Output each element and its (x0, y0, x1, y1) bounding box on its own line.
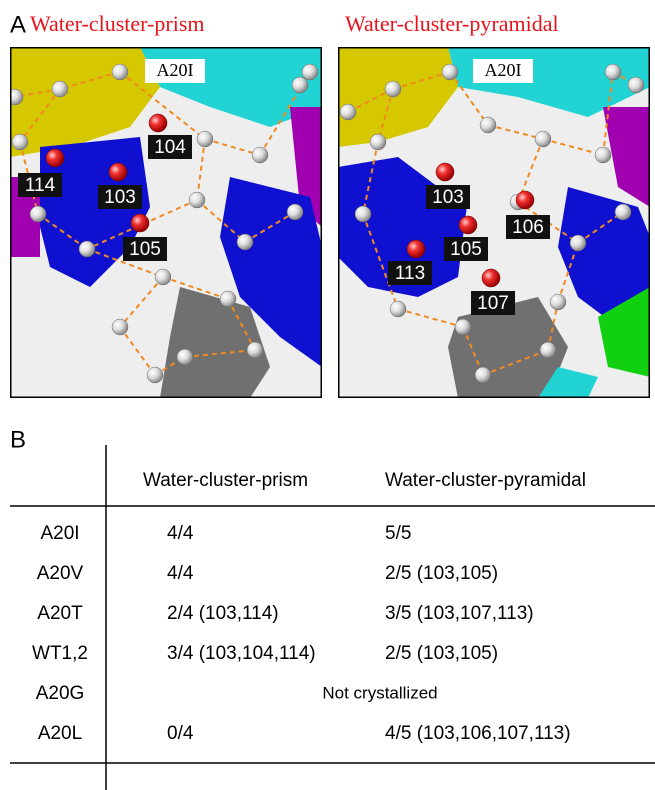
water-molecule (79, 241, 95, 257)
key-water (436, 163, 454, 181)
table-cell: 2/5 (103,105) (385, 563, 498, 584)
column-header: Water-cluster-pyramidal (385, 470, 586, 491)
water-molecule (52, 81, 68, 97)
key-water (482, 269, 500, 287)
tag: A20I (485, 60, 522, 80)
row-header: A20G (36, 683, 85, 704)
water-molecule (455, 319, 471, 335)
table-cell: 4/5 (103,106,107,113) (385, 723, 571, 744)
water-molecule (340, 104, 356, 120)
water-molecule (147, 367, 163, 383)
water-molecule (550, 294, 566, 310)
panel-label: B (10, 426, 26, 453)
table-cell: 0/4 (167, 723, 194, 744)
water-molecule (155, 269, 171, 285)
figure: A Water-cluster-prism Water-cluster-pyra… (0, 0, 655, 790)
table-cell: 3/4 (103,104,114) (167, 643, 316, 664)
water-molecule (220, 291, 236, 307)
structure-image: 103 106 105 113 107 A20I (338, 47, 650, 398)
column-header: Water-cluster-prism (143, 470, 308, 491)
water-molecule (570, 235, 586, 251)
row-header: A20T (37, 603, 83, 624)
row-header: A20L (38, 723, 82, 744)
water-molecule (252, 147, 268, 163)
water-molecule (292, 77, 308, 93)
table-cell: 4/4 (167, 563, 194, 584)
panel-title: Water-cluster-pyramidal (345, 11, 559, 36)
water-label: 107 (477, 293, 509, 314)
panel-title: Water-cluster-prism (30, 11, 205, 36)
water-molecule (12, 134, 28, 150)
water-molecule (112, 319, 128, 335)
key-water (109, 163, 127, 181)
water-molecule (390, 301, 406, 317)
table-cell: 3/5 (103,107,113) (385, 603, 534, 624)
water-molecule (370, 134, 386, 150)
water-molecule (595, 147, 611, 163)
table-cell: Not crystallized (322, 683, 437, 702)
table-cell: 5/5 (385, 523, 411, 544)
water-molecule (355, 206, 371, 222)
water-molecule (189, 192, 205, 208)
row-header: A20I (40, 523, 79, 544)
key-water (149, 114, 167, 132)
key-water (407, 240, 425, 258)
water-molecule (385, 81, 401, 97)
water-molecule (30, 206, 46, 222)
water-molecule (287, 204, 303, 220)
water-molecule (237, 234, 253, 250)
water-molecule (112, 64, 128, 80)
panel-label: A (10, 11, 26, 38)
table-cell: 4/4 (167, 523, 194, 544)
tag: A20I (157, 60, 194, 80)
water-molecule (247, 342, 263, 358)
water-molecule (7, 89, 23, 105)
water-molecule (615, 204, 631, 220)
water-molecule (177, 349, 193, 365)
water-label: 103 (432, 187, 464, 208)
key-water (46, 149, 64, 167)
water-label: 104 (154, 137, 186, 158)
key-water (131, 214, 149, 232)
key-water (459, 216, 477, 234)
water-molecule (442, 64, 458, 80)
row-header: A20V (37, 563, 84, 584)
table-cell: 2/5 (103,105) (385, 643, 498, 664)
water-molecule (628, 77, 644, 93)
water-label: 105 (450, 239, 482, 260)
water-molecule (535, 131, 551, 147)
structure-image: 104 114 103 105 A20I (7, 47, 322, 398)
water-molecule (480, 117, 496, 133)
water-molecule (302, 64, 318, 80)
water-label: 106 (512, 217, 544, 238)
page: A Water-cluster-prism Water-cluster-pyra… (0, 0, 655, 790)
table-cell: 2/4 (103,114) (167, 603, 279, 624)
water-label: 113 (395, 263, 425, 284)
key-water (516, 191, 534, 209)
water-molecule (475, 367, 491, 383)
water-molecule (540, 342, 556, 358)
water-label: 103 (104, 187, 136, 208)
water-label: 105 (129, 239, 161, 260)
water-label: 114 (25, 175, 56, 196)
water-molecule (197, 131, 213, 147)
row-header: WT1,2 (32, 643, 88, 664)
water-molecule (605, 64, 621, 80)
